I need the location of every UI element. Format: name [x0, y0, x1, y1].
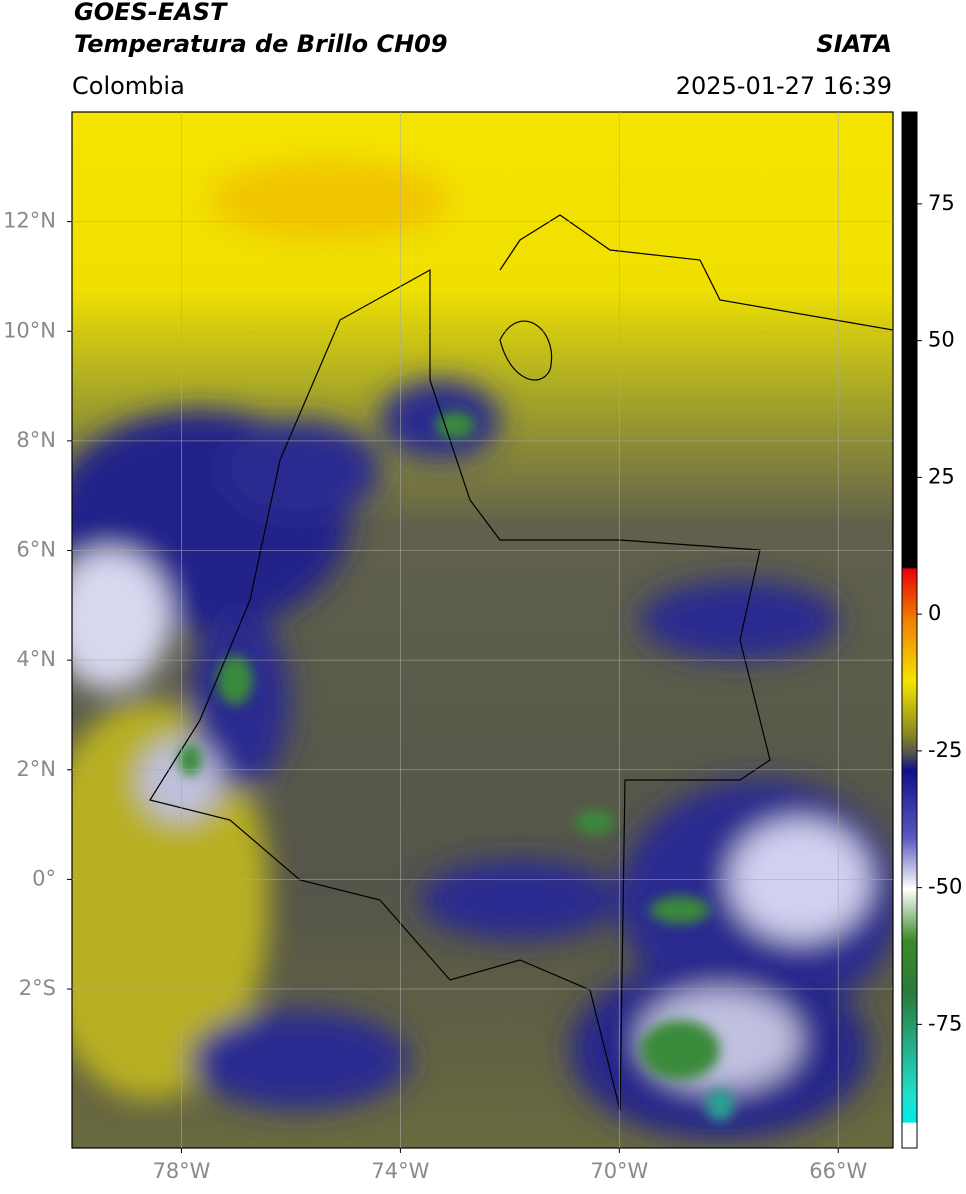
- lat-tick-label: 2°N: [16, 757, 56, 781]
- lon-tick-label: 74°W: [371, 1159, 429, 1183]
- colorbar-tick-label: -25: [928, 738, 962, 762]
- lat-tick-label: 6°N: [16, 538, 56, 562]
- lat-tick-label: 10°N: [3, 318, 56, 342]
- colorbar-tick-label: 0: [928, 601, 941, 625]
- colorbar: [901, 111, 918, 1149]
- lat-tick-label: 8°N: [16, 428, 56, 452]
- lon-tick-label: 78°W: [152, 1159, 210, 1183]
- lon-tick-label: 70°W: [590, 1159, 648, 1183]
- colorbar-tick-label: 25: [928, 464, 955, 488]
- colorbar-tick-label: -75: [928, 1011, 962, 1035]
- satellite-image: [72, 112, 893, 1148]
- satellite: GOES-EAST: [74, 0, 228, 26]
- datetime: 2025-01-27 16:39: [676, 72, 892, 100]
- lon-tick-label: 66°W: [809, 1159, 867, 1183]
- colorbar-tick-label: 75: [928, 191, 955, 215]
- region: Colombia: [72, 72, 185, 100]
- map-frame: [71, 111, 894, 1149]
- colorbar-tick-label: -50: [928, 875, 962, 899]
- lat-tick-label: 4°N: [16, 647, 56, 671]
- product: Temperatura de Brillo CH09: [74, 30, 448, 58]
- lat-tick-label: 0°: [32, 866, 56, 890]
- lat-tick-label: 2°S: [19, 976, 56, 1000]
- source: SIATA: [816, 30, 892, 58]
- colorbar-tick-label: 50: [928, 328, 955, 352]
- lat-tick-label: 12°N: [3, 209, 56, 233]
